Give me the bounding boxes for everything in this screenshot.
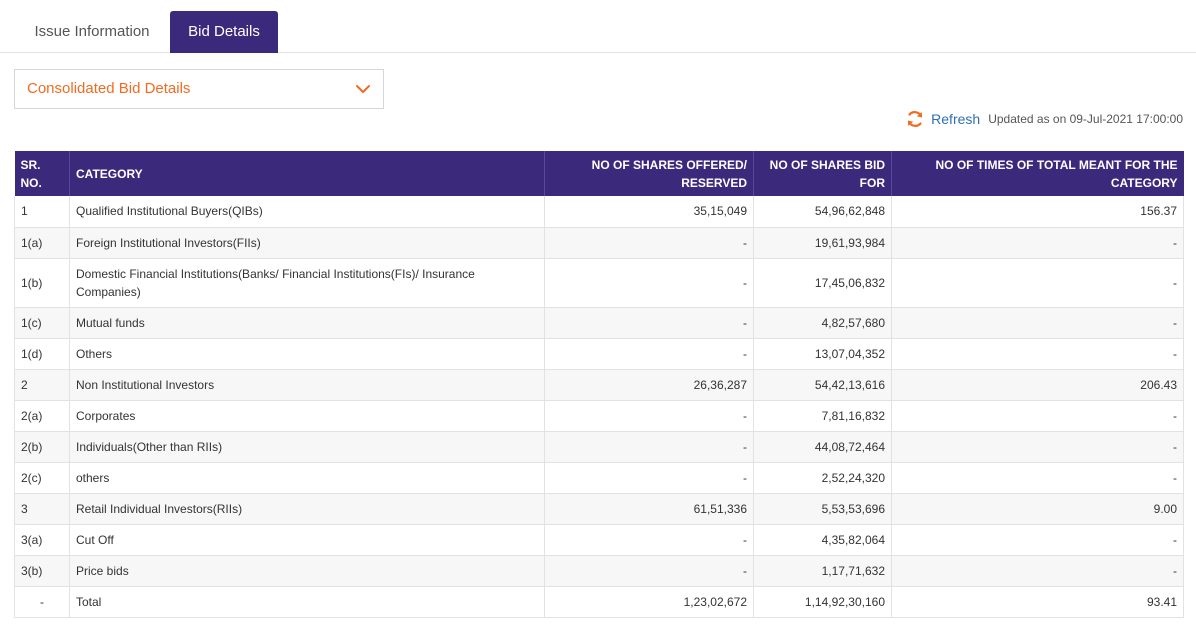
cell-sr-no: 1(b) bbox=[14, 258, 70, 308]
cell-times-subscribed: - bbox=[891, 338, 1184, 370]
cell-times-subscribed: - bbox=[891, 462, 1184, 494]
tab-bid-details[interactable]: Bid Details bbox=[170, 11, 278, 53]
cell-category: Individuals(Other than RIIs) bbox=[69, 431, 545, 463]
tab-issue-information[interactable]: Issue Information bbox=[34, 23, 150, 40]
cell-times-subscribed: - bbox=[891, 524, 1184, 556]
table-row: 2 Non Institutional Investors 26,36,287 54,… bbox=[14, 369, 1184, 401]
table-row: 1(d) Others -13,07,04,352- bbox=[14, 338, 1184, 370]
cell-sr-no: 3(a) bbox=[14, 524, 70, 556]
cell-sr-no: 2(c) bbox=[14, 462, 70, 494]
cell-shares-offered: - bbox=[544, 431, 754, 463]
refresh-icon bbox=[908, 111, 923, 127]
cell-category: Others bbox=[69, 338, 545, 370]
cell-times-subscribed: - bbox=[891, 555, 1184, 587]
cell-shares-bid: 4,82,57,680 bbox=[753, 307, 892, 339]
bid-details-table: SR. NO. CATEGORY NO OF SHARES OFFERED/ R… bbox=[14, 151, 1184, 618]
cell-shares-offered: - bbox=[544, 524, 754, 556]
refresh-label: Refresh bbox=[931, 111, 981, 127]
header-times-subscribed: NO OF TIMES OF TOTAL MEANT FOR THE CATEG… bbox=[891, 151, 1184, 196]
cell-times-subscribed: - bbox=[891, 258, 1184, 308]
cell-times-subscribed: 9.00 bbox=[891, 493, 1184, 525]
cell-sr-no: 2(b) bbox=[14, 431, 70, 463]
updated-timestamp: Updated as on 09-Jul-2021 17:00:00 bbox=[988, 112, 1183, 126]
cell-shares-bid: 2,52,24,320 bbox=[753, 462, 892, 494]
chevron-down-icon bbox=[356, 85, 370, 93]
cell-category: Qualified Institutional Buyers(QIBs) bbox=[69, 196, 545, 228]
cell-category: Non Institutional Investors bbox=[69, 369, 545, 401]
table-row: - Total 1,23,02,672 1,14,92,30,160 93.41 bbox=[14, 586, 1184, 618]
cell-shares-bid: 5,53,53,696 bbox=[753, 493, 892, 525]
cell-shares-bid: 7,81,16,832 bbox=[753, 400, 892, 432]
cell-sr-no: - bbox=[14, 586, 70, 618]
header-category: CATEGORY bbox=[69, 151, 545, 196]
cell-category: Retail Individual Investors(RIIs) bbox=[69, 493, 545, 525]
cell-category: Mutual funds bbox=[69, 307, 545, 339]
cell-category: Cut Off bbox=[69, 524, 545, 556]
cell-shares-bid: 1,17,71,632 bbox=[753, 555, 892, 587]
cell-sr-no: 1(a) bbox=[14, 227, 70, 259]
cell-shares-bid: 54,96,62,848 bbox=[753, 196, 892, 228]
cell-shares-bid: 17,45,06,832 bbox=[753, 258, 892, 308]
cell-shares-offered: - bbox=[544, 307, 754, 339]
cell-sr-no: 1(c) bbox=[14, 307, 70, 339]
cell-shares-bid: 44,08,72,464 bbox=[753, 431, 892, 463]
cell-sr-no: 3(b) bbox=[14, 555, 70, 587]
cell-shares-offered: - bbox=[544, 258, 754, 308]
cell-shares-bid: 19,61,93,984 bbox=[753, 227, 892, 259]
cell-shares-bid: 4,35,82,064 bbox=[753, 524, 892, 556]
tab-bar: Issue Information Bid Details bbox=[0, 0, 1196, 53]
cell-sr-no: 3 bbox=[14, 493, 70, 525]
table-header-row: SR. NO. CATEGORY NO OF SHARES OFFERED/ R… bbox=[14, 151, 1184, 196]
cell-category: Total bbox=[69, 586, 545, 618]
cell-category: others bbox=[69, 462, 545, 494]
cell-shares-offered: - bbox=[544, 400, 754, 432]
header-sr-no: SR. NO. bbox=[14, 151, 70, 196]
table-row: 3(a) Cut Off -4,35,82,064- bbox=[14, 524, 1184, 556]
cell-times-subscribed: - bbox=[891, 227, 1184, 259]
table-row: 1(a) Foreign Institutional Investors(FIIs… bbox=[14, 227, 1184, 259]
table-row: 1(b) Domestic Financial Institutions(Bank… bbox=[14, 258, 1184, 308]
table-row: 3(b) Price bids -1,17,71,632- bbox=[14, 555, 1184, 587]
header-shares-bid: NO OF SHARES BID FOR bbox=[753, 151, 892, 196]
cell-shares-offered: - bbox=[544, 338, 754, 370]
table-row: 2(b) Individuals(Other than RIIs) -44,08,7… bbox=[14, 431, 1184, 463]
cell-category: Domestic Financial Institutions(Banks/ F… bbox=[69, 258, 545, 308]
table-row: 2(c) others -2,52,24,320- bbox=[14, 462, 1184, 494]
cell-shares-offered: 61,51,336 bbox=[544, 493, 754, 525]
cell-times-subscribed: - bbox=[891, 431, 1184, 463]
cell-shares-offered: - bbox=[544, 462, 754, 494]
cell-sr-no: 2(a) bbox=[14, 400, 70, 432]
cell-shares-bid: 1,14,92,30,160 bbox=[753, 586, 892, 618]
cell-times-subscribed: - bbox=[891, 307, 1184, 339]
cell-times-subscribed: 206.43 bbox=[891, 369, 1184, 401]
cell-sr-no: 1(d) bbox=[14, 338, 70, 370]
refresh-row: Refresh Updated as on 09-Jul-2021 17:00:… bbox=[905, 108, 1183, 130]
cell-category: Foreign Institutional Investors(FIIs) bbox=[69, 227, 545, 259]
bid-details-dropdown[interactable]: Consolidated Bid Details bbox=[14, 69, 384, 109]
cell-shares-offered: 1,23,02,672 bbox=[544, 586, 754, 618]
cell-shares-offered: - bbox=[544, 227, 754, 259]
cell-shares-offered: 35,15,049 bbox=[544, 196, 754, 228]
table-row: 2(a) Corporates -7,81,16,832- bbox=[14, 400, 1184, 432]
cell-times-subscribed: 156.37 bbox=[891, 196, 1184, 228]
cell-sr-no: 2 bbox=[14, 369, 70, 401]
cell-category: Corporates bbox=[69, 400, 545, 432]
dropdown-selected-value: Consolidated Bid Details bbox=[27, 80, 191, 97]
cell-category: Price bids bbox=[69, 555, 545, 587]
cell-times-subscribed: 93.41 bbox=[891, 586, 1184, 618]
cell-shares-offered: - bbox=[544, 555, 754, 587]
cell-times-subscribed: - bbox=[891, 400, 1184, 432]
refresh-button[interactable]: Refresh bbox=[905, 109, 980, 129]
cell-shares-offered: 26,36,287 bbox=[544, 369, 754, 401]
table-body: 1 Qualified Institutional Buyers(QIBs) 35,… bbox=[14, 196, 1184, 618]
table-row: 1 Qualified Institutional Buyers(QIBs) 35,… bbox=[14, 196, 1184, 228]
header-shares-offered: NO OF SHARES OFFERED/ RESERVED bbox=[544, 151, 754, 196]
table-row: 1(c) Mutual funds -4,82,57,680- bbox=[14, 307, 1184, 339]
table-row: 3 Retail Individual Investors(RIIs) 61,51,… bbox=[14, 493, 1184, 525]
cell-shares-bid: 13,07,04,352 bbox=[753, 338, 892, 370]
cell-sr-no: 1 bbox=[14, 196, 70, 228]
cell-shares-bid: 54,42,13,616 bbox=[753, 369, 892, 401]
